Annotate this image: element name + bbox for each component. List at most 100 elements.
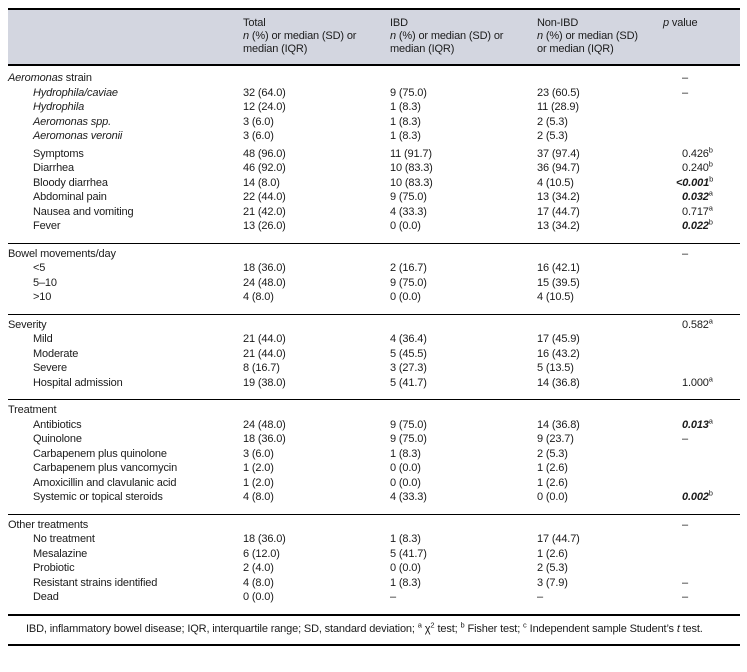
cell-ibd: 3 (27.3) — [390, 362, 427, 374]
row-label: Carbapenem plus quinolone — [33, 447, 167, 460]
cell-pvalue — [663, 476, 740, 491]
section-title: Treatment — [8, 403, 243, 418]
cell-pvalue: 0.717a — [663, 204, 740, 220]
cell-total: 6 (12.0) — [243, 547, 280, 560]
cell-total: 22 (44.0) — [243, 191, 286, 203]
row-label: Aeromonas spp. — [33, 115, 111, 128]
table-row: Hydrophila 12 (24.0) 1 (8.3) 11 (28.9) — [8, 100, 740, 115]
table-row: Aeromonas veronii 3 (6.0) 1 (8.3) 2 (5.3) — [8, 129, 740, 144]
cell-pvalue — [663, 361, 740, 376]
cell-nonibd: 17 (44.7) — [537, 533, 580, 545]
cell-total: 32 (64.0) — [243, 86, 286, 99]
cell-total — [243, 403, 390, 418]
cell-nonibd: 17 (44.7) — [537, 205, 580, 218]
p-value: <0.001 — [676, 176, 710, 189]
cell-nonibd: 17 (45.9) — [537, 333, 580, 345]
footnote-superscript: a — [417, 619, 422, 629]
cell-nonibd — [537, 318, 663, 333]
cell-total — [243, 71, 390, 86]
p-value: 0.002 — [682, 491, 709, 503]
cell-ibd: 0 (0.0) — [390, 562, 421, 574]
cell-ibd: 1 (8.3) — [390, 533, 421, 545]
row-label: Moderate — [33, 347, 79, 360]
table-row: Probiotic 2 (4.0) 0 (0.0) 2 (5.3) — [8, 561, 740, 576]
p-value: – — [682, 72, 688, 84]
cell-total: 4 (8.0) — [243, 291, 274, 303]
table-section: Aeromonas strain – Hydrophila/caviae 32 (64… — [8, 66, 740, 243]
p-superscript: a — [708, 188, 713, 198]
p-italic: p — [663, 17, 669, 29]
cell-total: 18 (36.0) — [243, 262, 286, 274]
subtitle-line2: or median (IQR) — [537, 43, 614, 55]
table-row: Diarrhea 46 (92.0) 10 (83.3) 36 (94.7) 0.240… — [8, 160, 740, 176]
cell-total: 2 (4.0) — [243, 562, 274, 574]
cell-pvalue — [663, 100, 740, 115]
cell-pvalue: – — [663, 576, 740, 591]
cell-total: 18 (36.0) — [243, 433, 286, 445]
cell-ibd: 9 (75.0) — [390, 86, 427, 99]
cell-total: 12 (24.0) — [243, 101, 286, 113]
col-title-ibd: IBD — [390, 17, 408, 29]
cell-pvalue — [663, 129, 740, 144]
cell-nonibd: 1 (2.6) — [537, 547, 568, 560]
cell-total: 8 (16.7) — [243, 362, 280, 374]
row-label: Abdominal pain — [33, 191, 107, 203]
col-subtitle-total: n (%) or median (SD) or median (IQR) — [243, 30, 390, 56]
cell-pvalue — [663, 261, 740, 276]
cell-nonibd — [537, 247, 663, 262]
p-value: 0.032 — [682, 191, 709, 203]
cell-pvalue — [663, 447, 740, 462]
cell-pvalue — [663, 290, 740, 305]
footnote-segment: χ — [421, 622, 431, 635]
cell-ibd: 2 (16.7) — [390, 262, 427, 274]
cell-pvalue — [663, 276, 740, 291]
cell-total: 18 (36.0) — [243, 533, 286, 545]
row-label: Symptoms — [33, 147, 84, 160]
cell-ibd — [390, 247, 537, 262]
cell-total: 14 (8.0) — [243, 176, 280, 189]
p-superscript: a — [708, 373, 713, 383]
table-row: Mesalazine 6 (12.0) 5 (41.7) 1 (2.6) — [8, 547, 740, 562]
row-label: Diarrhea — [33, 162, 74, 174]
cell-pvalue: 0.426b — [663, 144, 740, 162]
cell-ibd: 4 (33.3) — [390, 491, 427, 503]
col-title-total: Total — [243, 17, 266, 29]
header-empty-cell — [8, 17, 243, 56]
table-row: Systemic or topical steroids 4 (8.0) 4 (33… — [8, 488, 740, 505]
cell-nonibd: 14 (36.8) — [537, 376, 580, 389]
table-row: Bloody diarrhea 14 (8.0) 10 (83.3) 4 (10.5)… — [8, 175, 740, 191]
cell-total: 3 (6.0) — [243, 115, 274, 128]
header-col-nonibd: Non-IBD n (%) or median (SD) or median (I… — [537, 17, 663, 56]
cell-ibd: 5 (41.7) — [390, 376, 427, 389]
cell-nonibd: 37 (97.4) — [537, 147, 580, 160]
row-label: Resistant strains identified — [33, 576, 158, 589]
p-title-rest: value — [668, 17, 698, 29]
cell-pvalue — [663, 547, 740, 562]
cell-nonibd: 0 (0.0) — [537, 491, 568, 503]
row-label: Amoxicillin and clavulanic acid — [33, 476, 177, 489]
cell-ibd: 5 (45.5) — [390, 347, 427, 360]
table-row: Antibiotics 24 (48.0) 9 (75.0) 14 (36.8) 0.0… — [8, 417, 740, 433]
cell-total: 19 (38.0) — [243, 376, 286, 389]
footnote: IBD, inflammatory bowel disease; IQR, in… — [8, 613, 740, 646]
table-row: Hydrophila/caviae 32 (64.0) 9 (75.0) 23 (60… — [8, 86, 740, 101]
subtitle-line1: (%) or median (SD) — [542, 30, 638, 42]
p-value: – — [682, 518, 688, 531]
p-superscript: b — [708, 488, 713, 498]
table-row: >10 4 (8.0) 0 (0.0) 4 (10.5) — [8, 290, 740, 305]
row-label: Aeromonas veronii — [33, 130, 123, 142]
section-header-row: Severity 0.582a — [8, 317, 740, 333]
statistics-table: Total n (%) or median (SD) or median (IQR… — [8, 8, 740, 646]
cell-ibd: 0 (0.0) — [390, 476, 421, 489]
cell-pvalue: – — [663, 71, 740, 86]
table-section: Severity 0.582a Mild 21 (44.0) 4 (36.4) 17 (4… — [8, 313, 740, 400]
cell-total: 24 (48.0) — [243, 418, 286, 431]
row-label: Probiotic — [33, 562, 75, 574]
p-superscript: b — [708, 144, 713, 154]
footnote-superscript: c — [523, 619, 527, 629]
cell-nonibd: 13 (34.2) — [537, 191, 580, 203]
cell-nonibd: 16 (43.2) — [537, 347, 580, 360]
cell-total: 48 (96.0) — [243, 147, 286, 160]
table-row: 5–10 24 (48.0) 9 (75.0) 15 (39.5) — [8, 276, 740, 291]
cell-nonibd — [537, 518, 663, 533]
